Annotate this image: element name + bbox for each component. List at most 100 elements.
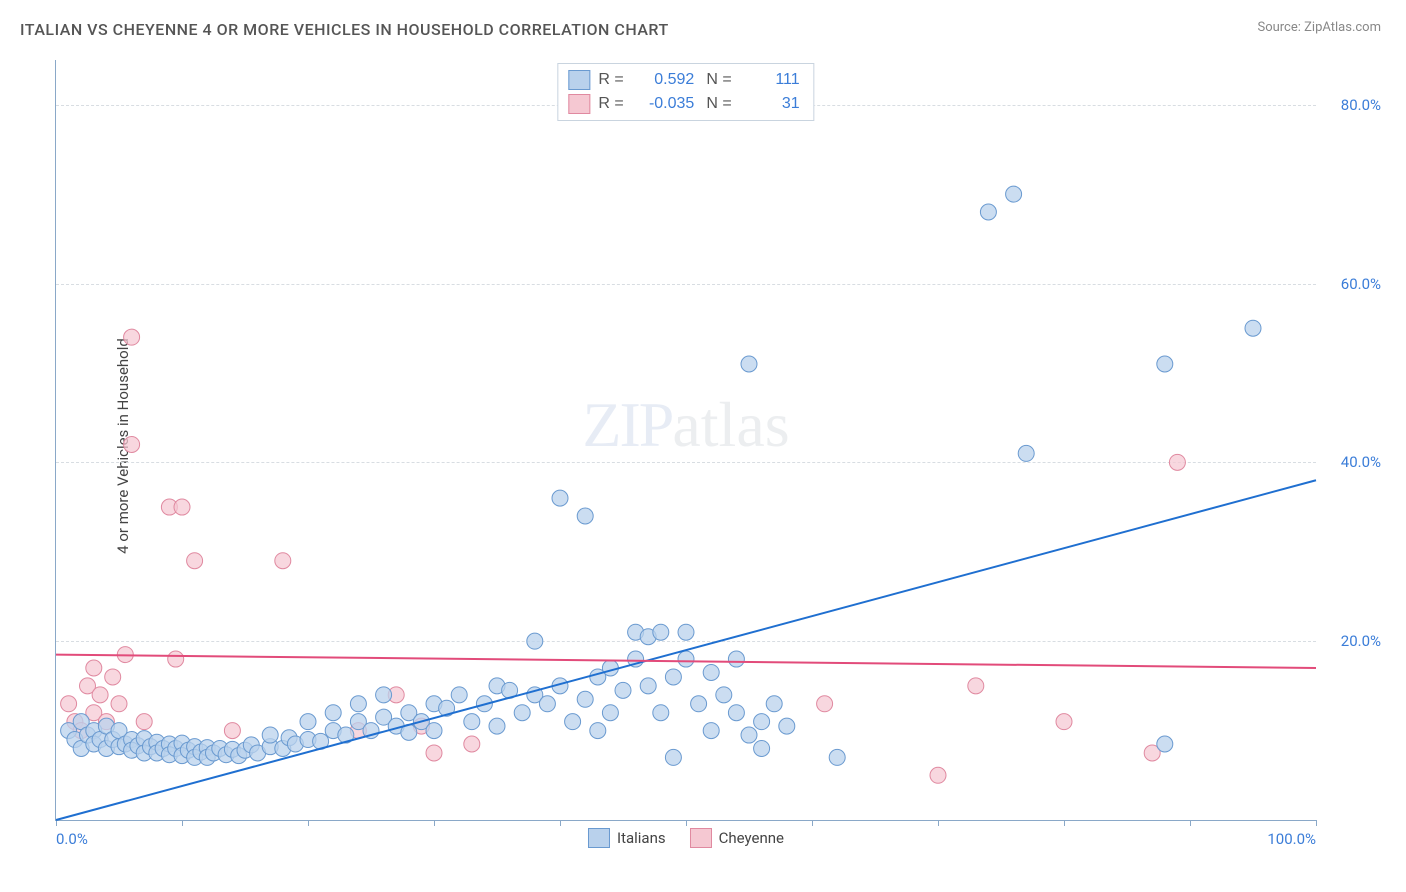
scatter-point	[653, 624, 669, 640]
n-value: 111	[740, 71, 800, 89]
scatter-point	[464, 714, 480, 730]
scatter-point	[174, 499, 190, 515]
scatter-point	[1157, 356, 1173, 372]
legend-stats-row: R = 0.592 N = 111	[568, 68, 799, 92]
scatter-point	[539, 696, 555, 712]
scatter-point	[640, 678, 656, 694]
scatter-point	[754, 740, 770, 756]
scatter-point	[678, 651, 694, 667]
scatter-point	[224, 723, 240, 739]
scatter-point	[1157, 736, 1173, 752]
scatter-point	[275, 553, 291, 569]
n-value: 31	[740, 95, 800, 113]
x-tick-label: 0.0%	[56, 830, 88, 848]
scatter-point	[577, 691, 593, 707]
scatter-point	[930, 767, 946, 783]
x-tick	[308, 820, 309, 826]
scatter-point	[426, 745, 442, 761]
scatter-point	[1018, 445, 1034, 461]
scatter-point	[187, 553, 203, 569]
source-label: Source: ZipAtlas.com	[1257, 20, 1381, 35]
scatter-point	[565, 714, 581, 730]
x-tick	[1064, 820, 1065, 826]
scatter-point	[124, 436, 140, 452]
scatter-point	[665, 669, 681, 685]
chart-svg	[56, 60, 1316, 820]
scatter-point	[716, 687, 732, 703]
y-tick-label: 80.0%	[1341, 96, 1381, 114]
scatter-point	[300, 714, 316, 730]
scatter-point	[451, 687, 467, 703]
scatter-point	[817, 696, 833, 712]
legend-swatch-pink	[690, 828, 712, 848]
scatter-point	[527, 633, 543, 649]
x-tick	[686, 820, 687, 826]
r-value: -0.035	[634, 95, 694, 113]
scatter-point	[124, 329, 140, 345]
scatter-point	[61, 696, 77, 712]
legend-item: Cheyenne	[690, 828, 784, 848]
n-label: N =	[706, 95, 731, 113]
scatter-point	[1006, 186, 1022, 202]
legend-item: Italians	[588, 828, 666, 848]
scatter-point	[665, 749, 681, 765]
r-label: R =	[598, 71, 626, 89]
scatter-point	[105, 669, 121, 685]
r-label: R =	[598, 95, 626, 113]
scatter-point	[489, 718, 505, 734]
scatter-point	[1245, 320, 1261, 336]
scatter-point	[262, 727, 278, 743]
x-tick-label: 100.0%	[1267, 830, 1316, 848]
scatter-point	[728, 651, 744, 667]
plot-area: ZIPatlas R = 0.592 N = 111 R = -0.035 N …	[55, 60, 1316, 821]
x-tick	[1190, 820, 1191, 826]
scatter-point	[111, 696, 127, 712]
legend-swatch-blue	[588, 828, 610, 848]
scatter-point	[615, 682, 631, 698]
x-tick	[1316, 820, 1317, 826]
scatter-point	[728, 705, 744, 721]
scatter-point	[602, 705, 618, 721]
scatter-point	[678, 624, 694, 640]
scatter-point	[741, 727, 757, 743]
scatter-point	[1169, 454, 1185, 470]
legend-label: Cheyenne	[719, 829, 784, 847]
x-tick	[812, 820, 813, 826]
r-value: 0.592	[634, 71, 694, 89]
x-tick	[560, 820, 561, 826]
scatter-point	[376, 687, 392, 703]
legend-label: Italians	[617, 829, 666, 847]
scatter-point	[86, 660, 102, 676]
n-label: N =	[706, 71, 731, 89]
legend-series: Italians Cheyenne	[588, 828, 784, 848]
scatter-point	[754, 714, 770, 730]
scatter-point	[766, 696, 782, 712]
x-tick	[182, 820, 183, 826]
scatter-point	[350, 696, 366, 712]
legend-stats-row: R = -0.035 N = 31	[568, 92, 799, 116]
scatter-point	[577, 508, 593, 524]
scatter-point	[741, 356, 757, 372]
source-name: ZipAtlas.com	[1304, 20, 1381, 35]
scatter-point	[703, 723, 719, 739]
legend-swatch-pink	[568, 94, 590, 114]
scatter-point	[325, 705, 341, 721]
trend-line	[56, 480, 1316, 820]
scatter-point	[426, 723, 442, 739]
scatter-point	[136, 714, 152, 730]
chart-title: ITALIAN VS CHEYENNE 4 OR MORE VEHICLES I…	[20, 20, 669, 39]
scatter-point	[703, 664, 719, 680]
scatter-point	[968, 678, 984, 694]
scatter-point	[1056, 714, 1072, 730]
scatter-point	[980, 204, 996, 220]
scatter-point	[514, 705, 530, 721]
y-tick-label: 20.0%	[1341, 632, 1381, 650]
scatter-point	[779, 718, 795, 734]
source-prefix: Source:	[1257, 20, 1304, 35]
legend-swatch-blue	[568, 70, 590, 90]
scatter-point	[92, 687, 108, 703]
y-tick-label: 60.0%	[1341, 275, 1381, 293]
scatter-point	[464, 736, 480, 752]
x-tick	[938, 820, 939, 826]
scatter-point	[829, 749, 845, 765]
